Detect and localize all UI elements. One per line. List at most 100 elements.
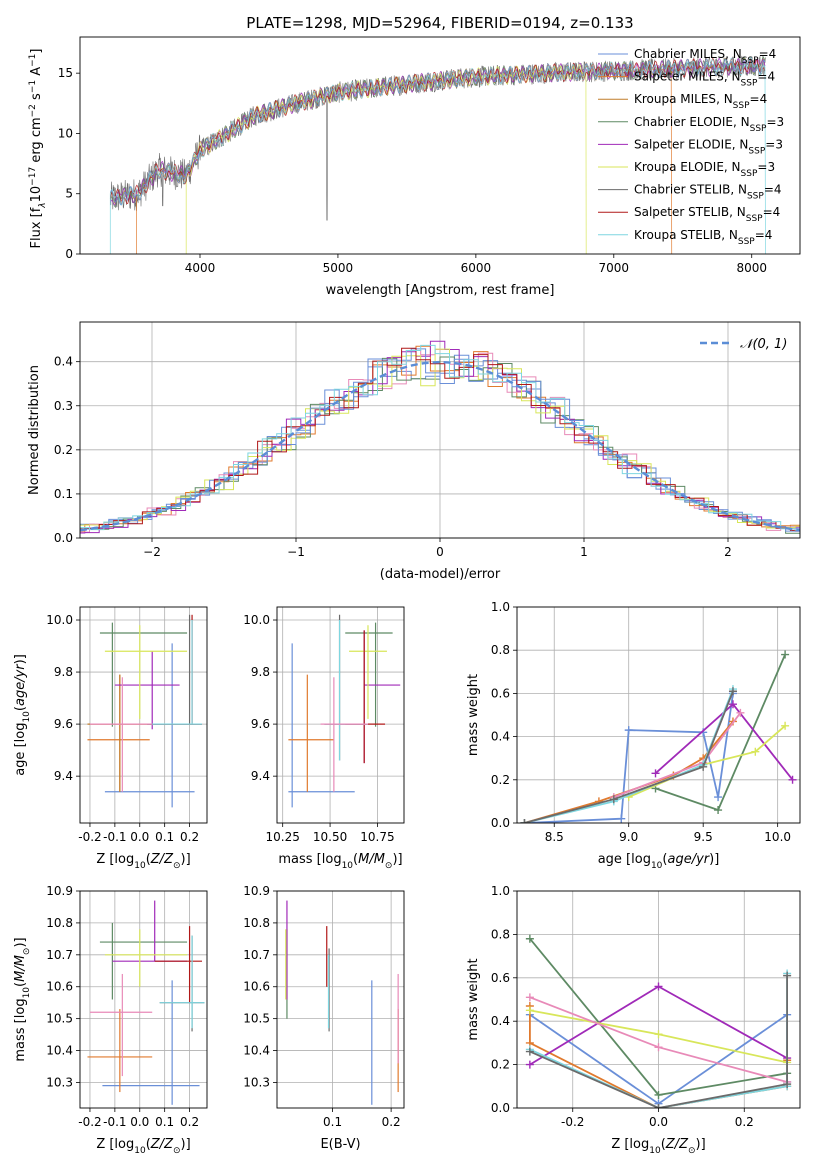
x-tick-label: 10.50 [313,830,347,844]
plot-area [80,891,207,1108]
y-tick-label: 9.4 [54,769,73,783]
legend-entry: Kroupa STELIB, NSSP=4 [634,228,772,247]
weight-marker [699,762,708,771]
y-tick-label: 0.6 [491,971,510,985]
axes-frame [79,321,801,539]
weight-marker [525,993,534,1002]
y-tick-label: 10.9 [46,884,73,898]
weight-vs-age-panel: 8.5 9.0 9.5 10.0 0.0 0.2 0.4 0.6 0.8 1.0 age [log1… [466,600,801,871]
axes-frame [276,606,405,824]
legend-entry: 𝒩(0, 1) [740,337,787,352]
weight-line [524,690,734,823]
mass-vs-metallicity-panel: -0.2 -0.1 0.0 0.1 0.2 10.3 10.4 10.5 10.6 10.7 10.… [13,884,208,1156]
x-axis-label: Z [log10(Z/Z⊙)] [96,852,190,871]
y-tick-label: 0.0 [54,531,73,545]
y-tick-label: 0.8 [491,643,510,657]
plot-marks [87,614,203,808]
weight-marker [624,726,633,735]
x-axis-label: E(B-V) [320,1137,360,1152]
plot-area [277,607,404,823]
y-tick-label: 9.6 [54,717,73,731]
x-tick-label: 0.2 [735,1115,754,1129]
normal-curve [80,360,800,532]
weight-marker [736,708,745,717]
plot-marks [520,650,797,823]
weight-marker [609,795,618,804]
y-tick-label: 0.4 [491,1014,510,1028]
x-axis-label: Z [log10(Z/Z⊙)] [96,1137,190,1156]
x-tick-label: 10.0 [764,830,791,844]
x-tick-label: -0.1 [103,1115,126,1129]
y-tick-label: 9.8 [251,665,270,679]
y-tick-label: 9.4 [251,769,270,783]
x-tick-label: −1 [287,545,305,559]
weight-marker [781,650,790,659]
y-tick-label: 0.8 [491,927,510,941]
weight-vs-metallicity-panel: -0.2 0.0 0.2 0.0 0.2 0.4 0.6 0.8 1.0 Z [log10(Z/Z… [466,884,801,1156]
axes-frame [276,890,405,1109]
axes-frame [79,890,208,1109]
model-spectrum-salpeter-stelib [109,57,766,205]
y-axis-label: mass [log10(M/M⊙)] [13,937,32,1061]
weight-marker [525,934,534,943]
x-tick-label: 8.5 [545,830,564,844]
plot-area [517,607,800,823]
y-axis-label: Normed distribution [27,365,42,495]
weight-marker [520,819,529,823]
plot-marks [87,900,205,1105]
x-tick-label: 6000 [461,261,492,275]
y-tick-label: 10.0 [243,613,270,627]
model-spectrum-chabrier-miles [109,58,766,206]
y-tick-label: 10.6 [243,980,270,994]
y-tick-label: 10.7 [243,948,270,962]
y-tick-label: 10.8 [243,916,270,930]
weight-marker [728,687,737,696]
y-tick-label: 0.0 [491,816,510,830]
x-tick-label: 0.2 [180,1115,199,1129]
axes-frame [516,890,801,1109]
x-tick-label: 2 [724,545,732,559]
x-tick-label: −2 [143,545,161,559]
weight-marker [751,747,760,756]
y-tick-label: 15 [58,66,73,80]
x-axis-label: wavelength [Angstrom, rest frame] [326,283,555,298]
weight-marker [654,982,663,991]
axes-frame [79,36,801,255]
spectrum-panel: 4000 5000 6000 7000 8000 0 5 10 15 wavelength [An… [28,36,801,298]
legend-entry: Salpeter ELODIE, NSSP=3 [634,137,783,156]
weight-marker [728,700,737,709]
y-tick-label: 5 [65,187,73,201]
x-axis-label: Z [log10(Z/Z⊙)] [611,1137,705,1156]
legend-entry: Salpeter STELIB, NSSP=4 [634,205,780,224]
x-tick-label: 0.2 [180,830,199,844]
x-tick-label: 0.1 [323,1115,342,1129]
x-tick-label: 4000 [185,261,216,275]
weight-marker [525,1060,534,1069]
x-tick-label: 5000 [323,261,354,275]
weight-marker [654,1030,663,1039]
y-tick-label: 9.8 [54,665,73,679]
y-tick-label: 0 [65,247,73,261]
x-tick-label: -0.2 [78,830,101,844]
y-tick-label: 10.8 [46,916,73,930]
y-tick-label: 0.3 [54,399,73,413]
plot-marks [109,55,766,254]
axes-frame [79,606,208,824]
legend-entry: Chabrier ELODIE, NSSP=3 [634,115,784,134]
weight-line [529,975,788,1108]
x-tick-label: 0.1 [155,830,174,844]
mass-vs-ebv-panel: 0.1 0.2 10.3 10.4 10.5 10.6 10.7 10.8 10.9 E(B-V) [243,884,405,1152]
x-tick-label: 0.0 [130,830,149,844]
weight-marker [783,1080,792,1089]
y-tick-label: 10.4 [243,1044,270,1058]
legend-entry: Chabrier MILES, NSSP=4 [634,47,776,66]
plot-marks [80,340,800,536]
legend: Chabrier MILES, NSSP=4 Salpeter MILES, NS… [598,47,784,247]
legend-entry: Salpeter MILES, NSSP=4 [634,70,775,89]
x-axis-label: (data-model)/error [380,567,501,582]
figure-title: PLATE=1298, MJD=52964, FIBERID=0194, z=0… [246,14,633,32]
model-spectrum-kroupa-stelib [109,56,766,254]
y-tick-label: 10.5 [46,1012,73,1026]
x-tick-label: 1 [580,545,588,559]
y-tick-label: 0.2 [491,1058,510,1072]
